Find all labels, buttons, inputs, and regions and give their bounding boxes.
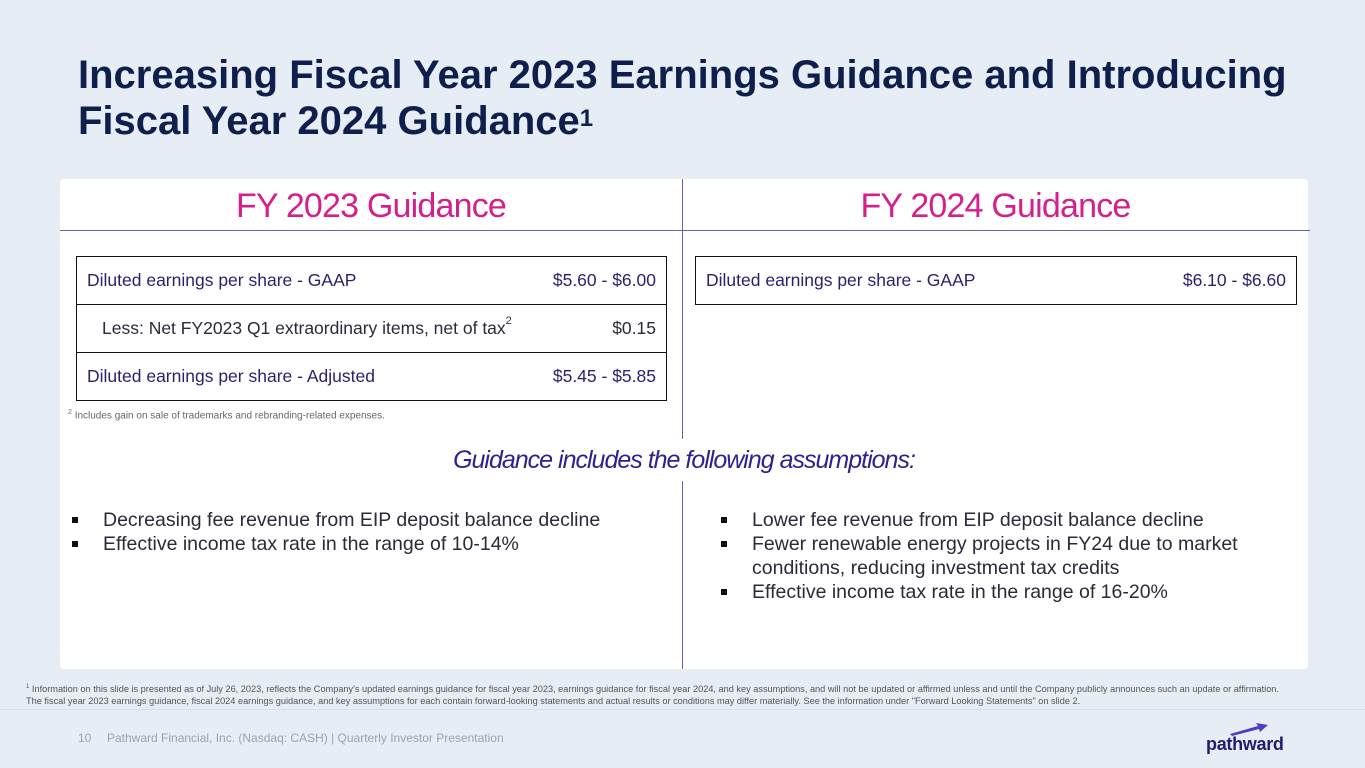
- fy2024-guidance-table: Diluted earnings per share - GAAP $6.10 …: [695, 256, 1297, 305]
- bullet-icon: [721, 589, 727, 595]
- page-number: 10: [78, 731, 92, 745]
- footnote-marker: 1: [26, 684, 30, 690]
- footnote-marker: 2: [68, 409, 72, 416]
- pathward-logo: pathward: [1206, 722, 1296, 756]
- list-item-text: Fewer renewable energy projects in FY24 …: [752, 533, 1238, 579]
- title-footnote-marker: 1: [579, 105, 594, 132]
- list-item: Effective income tax rate in the range o…: [721, 580, 1241, 604]
- bullet-icon: [72, 517, 78, 523]
- footer-divider: [0, 709, 1365, 710]
- row-value: $5.60 - $6.00: [552, 270, 656, 290]
- table-row: Diluted earnings per share - GAAP $6.10 …: [696, 257, 1296, 304]
- row-label: Diluted earnings per share - GAAP: [87, 270, 357, 290]
- list-item: Lower fee revenue from EIP deposit balan…: [721, 508, 1241, 532]
- list-item-text: Effective income tax rate in the range o…: [103, 533, 519, 555]
- fy2024-heading: FY 2024 Guidance: [860, 187, 1131, 225]
- column-divider-bottom: [682, 481, 683, 669]
- slide-title-text: Increasing Fiscal Year 2023 Earnings Gui…: [78, 53, 1287, 143]
- row-value: $6.10 - $6.60: [1182, 270, 1286, 290]
- list-item-text: Effective income tax rate in the range o…: [752, 581, 1168, 603]
- fy2023-assumptions-list: Decreasing fee revenue from EIP deposit …: [72, 508, 632, 556]
- list-item: Decreasing fee revenue from EIP deposit …: [72, 508, 632, 532]
- header-divider: [60, 230, 1310, 231]
- bullet-icon: [721, 517, 727, 523]
- column-divider-top: [682, 179, 683, 439]
- table-footnote: 2 Includes gain on sale of trademarks an…: [68, 409, 385, 421]
- slide-footnote-line-2: The fiscal year 2023 earnings guidance, …: [26, 696, 1081, 707]
- list-item-text: Lower fee revenue from EIP deposit balan…: [752, 509, 1204, 531]
- fy2023-guidance-table: Diluted earnings per share - GAAP $5.60 …: [76, 256, 667, 401]
- row-value: $5.45 - $5.85: [552, 366, 656, 386]
- fy2023-heading: FY 2023 Guidance: [235, 187, 507, 225]
- table-row: Less: Net FY2023 Q1 extraordinary items,…: [77, 304, 666, 352]
- fy2024-assumptions-list: Lower fee revenue from EIP deposit balan…: [721, 508, 1241, 604]
- bullet-icon: [72, 541, 78, 547]
- slide-footnote-text-1: Information on this slide is presented a…: [31, 684, 1279, 695]
- assumptions-heading: Guidance includes the following assumpti…: [453, 446, 916, 474]
- row-label-text: Less: Net FY2023 Q1 extraordinary items,…: [102, 318, 506, 338]
- logo-mark-icon: [1230, 723, 1268, 736]
- row-label: Less: Net FY2023 Q1 extraordinary items,…: [102, 315, 512, 339]
- row-value: $0.15: [612, 318, 656, 338]
- footer-text: Pathward Financial, Inc. (Nasdaq: CASH) …: [107, 731, 504, 745]
- footnote-marker: 2: [505, 315, 512, 327]
- guidance-card: FY 2023 Guidance FY 2024 Guidance Dilute…: [60, 179, 1310, 669]
- table-row: Diluted earnings per share - Adjusted $5…: [77, 352, 666, 400]
- slide-footnote-line-1: 1 Information on this slide is presented…: [26, 681, 1346, 695]
- logo-text: pathward: [1206, 734, 1284, 754]
- bullet-icon: [721, 541, 727, 547]
- table-row: Diluted earnings per share - GAAP $5.60 …: [77, 257, 666, 304]
- table-footnote-text: Includes gain on sale of trademarks and …: [74, 410, 385, 422]
- slide-title: Increasing Fiscal Year 2023 Earnings Gui…: [78, 52, 1308, 144]
- list-item-text: Decreasing fee revenue from EIP deposit …: [103, 509, 601, 531]
- list-item: Effective income tax rate in the range o…: [72, 532, 632, 556]
- slide-footnote: 1 Information on this slide is presented…: [26, 681, 1346, 707]
- list-item: Fewer renewable energy projects in FY24 …: [721, 532, 1241, 580]
- row-label: Diluted earnings per share - Adjusted: [87, 366, 375, 386]
- row-label: Diluted earnings per share - GAAP: [706, 270, 976, 290]
